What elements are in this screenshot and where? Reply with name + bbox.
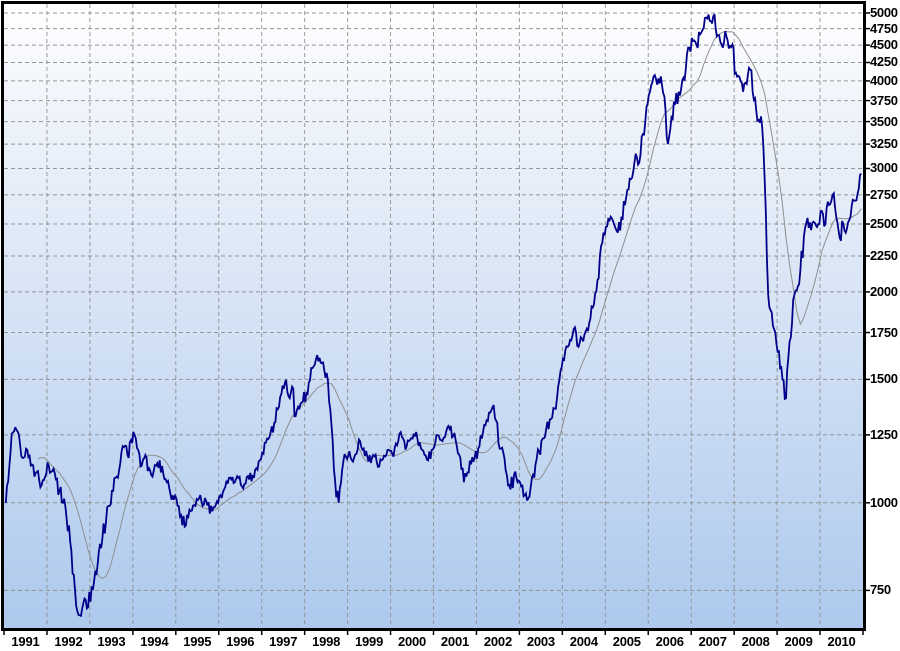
x-axis-label: 1997 [269,634,298,649]
y-axis-label: 2750 [870,186,898,202]
y-axis-label: 750 [870,582,891,598]
y-axis-label: 4750 [870,20,898,36]
y-axis-label: 3500 [870,113,898,129]
y-axis-label: 1500 [870,371,898,387]
y-axis-label: 1000 [870,494,898,510]
y-axis-label: 4500 [870,37,898,53]
y-axis-label: 4250 [870,54,898,70]
x-axis-label: 2007 [698,634,727,649]
x-axis-label: 1993 [97,634,126,649]
x-axis-label: 2008 [741,634,770,649]
x-axis-label: 2002 [483,634,512,649]
y-axis-label: 1750 [870,324,898,340]
x-axis-label: 1998 [312,634,341,649]
x-axis-label: 2004 [569,634,598,649]
y-axis-label: 2000 [870,283,898,299]
x-axis-label: 1996 [226,634,255,649]
y-axis-label: 2250 [870,248,898,264]
x-axis-label: 2010 [827,634,856,649]
y-axis-label: 3000 [870,160,898,176]
y-axis-label: 1250 [870,426,898,442]
x-axis-label: 1991 [11,634,40,649]
y-axis-label: 2500 [870,215,898,231]
x-axis-label: 1995 [183,634,212,649]
x-axis-label: 1999 [355,634,384,649]
x-axis-label: 2006 [655,634,684,649]
x-axis-label: 2000 [397,634,427,649]
y-axis-label: 4000 [870,72,898,88]
x-axis-label: 2005 [612,634,641,649]
y-axis-label: 3250 [870,136,898,152]
x-axis-label: 1992 [54,634,83,649]
y-axis-label: 3750 [870,92,898,108]
x-axis-label: 2001 [440,634,470,649]
x-axis-label: 1994 [140,634,169,649]
x-axis-label: 2003 [526,634,555,649]
y-axis-label: 5000 [870,4,898,20]
x-axis-label: 2009 [784,634,813,649]
